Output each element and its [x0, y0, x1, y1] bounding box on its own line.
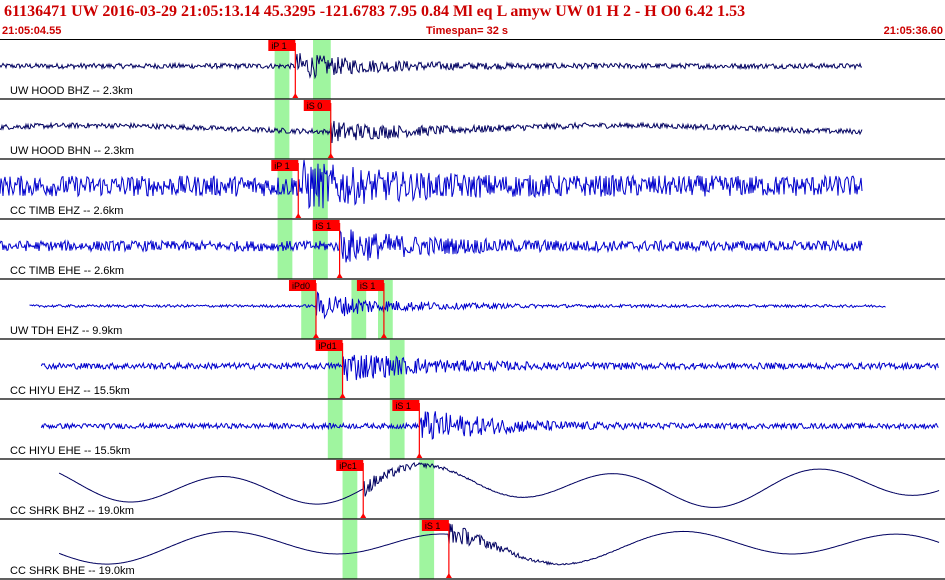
pick-marker-arrow [360, 513, 367, 518]
channel-label: CC HIYU EHE -- 15.5km [10, 445, 130, 457]
seismogram-plot[interactable]: iP 1 UW HOOD BHZ -- 2.3km iS 0 UW HOOD BHN … [0, 39, 945, 580]
channel-label: CC SHRK BHZ -- 19.0km [10, 505, 134, 517]
channel-panel[interactable]: iS 1 CC TIMB EHE -- 2.6km [0, 220, 945, 280]
pick-window-shade [277, 220, 293, 279]
pick-label-box[interactable] [315, 340, 343, 351]
timespan-label: Timespan= 32 s [426, 25, 509, 37]
waveform-trace [0, 159, 863, 210]
waveform-trace [40, 354, 939, 382]
pick-window-shade [313, 100, 331, 159]
start-time: 21:05:04.55 [2, 25, 62, 37]
waveform-trace [0, 229, 863, 263]
event-title: 61136471 UW 2016-03-29 21:05:13.14 45.32… [4, 3, 746, 20]
waveform-trace [0, 120, 863, 144]
pick-window-shade [342, 520, 358, 579]
pick-marker-arrow [416, 453, 423, 458]
pick-label-text: iPc1 [339, 461, 357, 471]
channel-label: CC HIYU EHZ -- 15.5km [10, 385, 130, 397]
pick-marker-arrow [380, 333, 387, 338]
pick-label-text: iP 1 [271, 41, 286, 51]
pick-label-box[interactable] [356, 280, 384, 291]
waveform-trace [58, 461, 940, 508]
channel-label: CC TIMB EHE -- 2.6km [10, 265, 124, 277]
waveform-trace [40, 411, 939, 440]
pick-marker-arrow [445, 573, 452, 578]
channel-label: CC SHRK BHE -- 19.0km [10, 565, 135, 577]
pick-label-text: iS 1 [360, 281, 376, 291]
pick-window-shade [274, 40, 290, 99]
pick-marker-arrow [292, 93, 299, 98]
pick-label-text: iS 0 [307, 101, 323, 111]
waveform-trace [29, 291, 886, 320]
channel-label: UW HOOD BHN -- 2.3km [10, 145, 134, 157]
pick-marker-arrow [339, 393, 346, 398]
pick-window-shade [342, 460, 358, 519]
channel-panel[interactable]: iPd0 iS 1 UW TDH EHZ -- 9.9km [0, 280, 945, 340]
pick-window-shade [419, 460, 435, 519]
pick-label-box[interactable] [392, 400, 420, 411]
pick-window-shade [313, 40, 331, 99]
pick-label-text: iP 1 [274, 161, 289, 171]
pick-label-box[interactable] [271, 160, 299, 171]
channel-panel[interactable]: iPd1 CC HIYU EHZ -- 15.5km [0, 340, 945, 400]
pick-label-box[interactable] [303, 100, 331, 111]
channel-panel[interactable]: iP 1 UW HOOD BHZ -- 2.3km [0, 40, 945, 100]
channel-panel[interactable]: iS 1 CC HIYU EHE -- 15.5km [0, 400, 945, 460]
pick-window-shade [389, 340, 405, 399]
pick-window-shade [301, 280, 316, 339]
channel-panel[interactable]: iP 1 CC TIMB EHZ -- 2.6km [0, 159, 945, 220]
waveform-trace [58, 523, 940, 566]
end-time: 21:05:36.60 [883, 25, 943, 37]
pick-marker-arrow [295, 213, 302, 218]
pick-window-shade [351, 280, 367, 339]
pick-window-shade [327, 400, 343, 459]
pick-window-shade [313, 220, 328, 279]
channel-panel[interactable]: iPc1 CC SHRK BHZ -- 19.0km [0, 460, 945, 520]
pick-marker-arrow [327, 153, 334, 158]
pick-label-box[interactable] [421, 520, 449, 531]
waveform-trace [0, 53, 863, 80]
pick-label-box[interactable] [312, 220, 340, 231]
channel-label: CC TIMB EHZ -- 2.6km [10, 205, 123, 217]
pick-window-shade [389, 400, 405, 459]
pick-label-text: iPd1 [319, 341, 337, 351]
channel-label: UW TDH EHZ -- 9.9km [10, 325, 122, 337]
event-header: 61136471 UW 2016-03-29 21:05:13.14 45.32… [0, 0, 945, 40]
pick-marker-arrow [312, 333, 319, 338]
pick-label-box[interactable] [336, 460, 364, 471]
channel-label: UW HOOD BHZ -- 2.3km [10, 85, 133, 97]
pick-label-text: iPd0 [292, 281, 310, 291]
pick-label-text: iS 1 [395, 401, 411, 411]
pick-label-box[interactable] [288, 280, 316, 291]
pick-label-text: iS 1 [316, 221, 332, 231]
pick-label-box[interactable] [268, 40, 296, 51]
pick-marker-arrow [336, 273, 343, 278]
pick-label-text: iS 1 [425, 521, 441, 531]
channel-panel[interactable]: iS 0 UW HOOD BHN -- 2.3km [0, 100, 945, 160]
channel-panel[interactable]: iS 1 CC SHRK BHE -- 19.0km [0, 520, 945, 580]
